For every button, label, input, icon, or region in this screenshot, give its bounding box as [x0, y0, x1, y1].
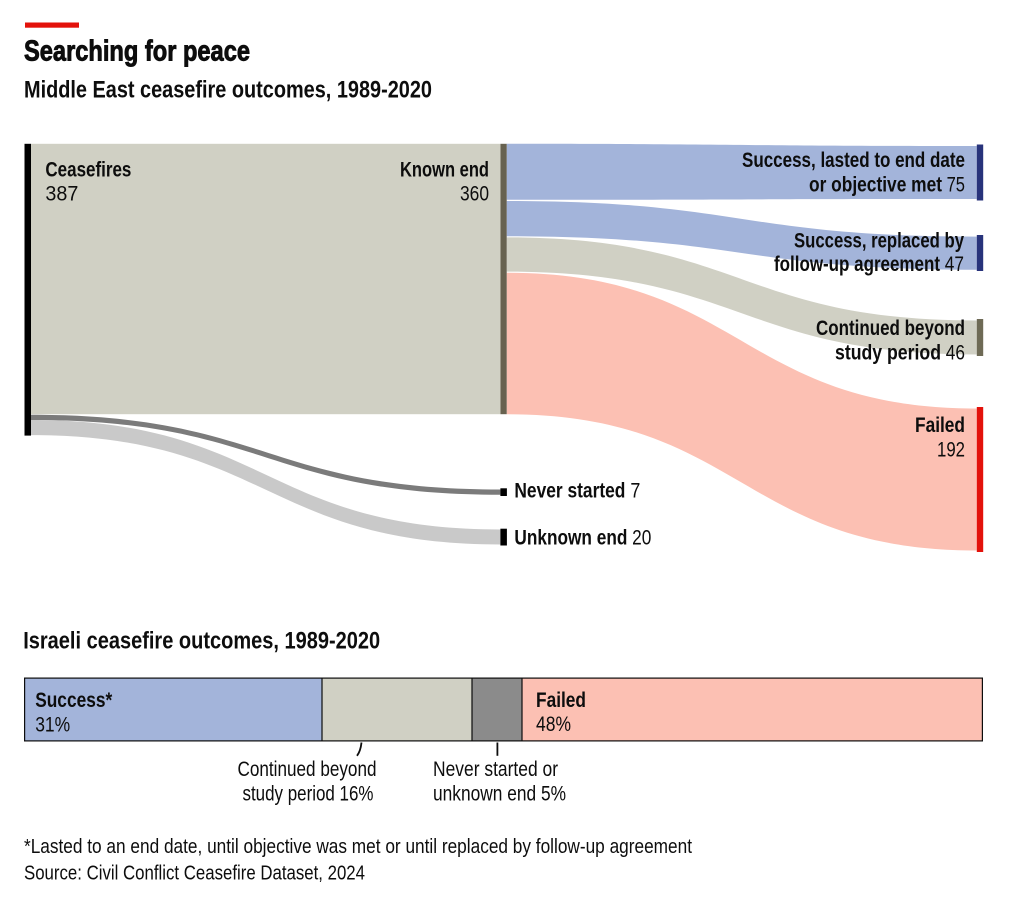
- svg-text:Success*: Success*: [35, 689, 113, 712]
- svg-text:387: 387: [45, 183, 78, 206]
- svg-text:or objective met 75: or objective met 75: [809, 173, 965, 196]
- svg-text:Known end: Known end: [400, 159, 489, 182]
- svg-text:Israeli ceasefire outcomes, 19: Israeli ceasefire outcomes, 1989-2020: [23, 628, 380, 655]
- svg-text:Success, lasted to end date: Success, lasted to end date: [742, 149, 965, 172]
- svg-text:360: 360: [460, 183, 489, 206]
- svg-text:*Lasted to an end date, until: *Lasted to an end date, until objective …: [24, 836, 692, 858]
- svg-text:follow-up agreement 47: follow-up agreement 47: [774, 253, 964, 276]
- svg-text:192: 192: [937, 439, 965, 462]
- svg-text:study period 16%: study period 16%: [243, 783, 374, 806]
- svg-text:Continued beyond: Continued beyond: [238, 758, 377, 781]
- svg-text:31%: 31%: [35, 714, 70, 737]
- svg-text:Failed: Failed: [915, 414, 965, 437]
- svg-text:Middle East ceasefire outcomes: Middle East ceasefire outcomes, 1989-202…: [24, 77, 432, 104]
- svg-text:Failed: Failed: [536, 689, 586, 712]
- svg-text:unknown end 5%: unknown end 5%: [433, 783, 566, 806]
- svg-text:Source: Civil Conflict Ceasefi: Source: Civil Conflict Ceasefire Dataset…: [24, 863, 365, 885]
- svg-text:Ceasefires: Ceasefires: [45, 159, 131, 182]
- svg-text:Unknown end 20: Unknown end 20: [514, 526, 651, 549]
- svg-text:Continued beyond: Continued beyond: [816, 317, 965, 340]
- svg-text:48%: 48%: [536, 713, 571, 736]
- svg-text:Searching for peace: Searching for peace: [24, 36, 250, 68]
- svg-text:study period 46: study period 46: [835, 342, 965, 365]
- svg-text:Never started 7: Never started 7: [514, 479, 640, 502]
- svg-text:Success, replaced by: Success, replaced by: [794, 230, 964, 253]
- svg-text:Never started or: Never started or: [433, 758, 558, 781]
